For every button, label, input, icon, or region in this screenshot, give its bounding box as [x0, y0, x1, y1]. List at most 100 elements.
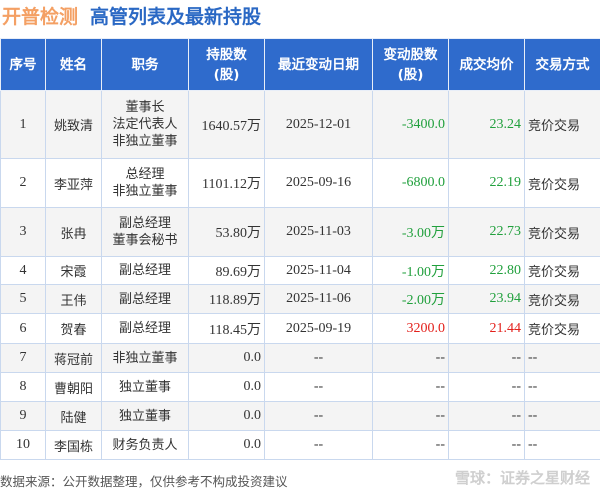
row-number: 1: [0, 90, 46, 159]
table-header: 序号 姓名 职务 持股数 (股) 最近变动日期 变动股数 (股) 成交均价 交易方式: [0, 38, 600, 91]
column-header: 最近变动日期: [264, 38, 373, 91]
executives-table: 序号 姓名 职务 持股数 (股) 最近变动日期 变动股数 (股) 成交均价 交易方式 1 姚致清…: [0, 38, 600, 460]
position-line: 董事会秘书: [112, 233, 178, 248]
shares-cell: 118.45万: [188, 313, 265, 344]
change-date-cell: --: [264, 430, 373, 460]
table-row: 2 李亚萍 总经理 非独立董事 1101.12万 2025-09-16 -6800.0 22.…: [0, 158, 600, 208]
watermark-logo: 雪球：证券之星财经: [454, 469, 590, 487]
shares-cell: 0.0: [188, 372, 265, 402]
column-header: 持股数 (股): [188, 38, 265, 91]
change-shares-cell: -6800.0: [372, 158, 449, 208]
avg-price-cell: 22.19: [448, 158, 525, 208]
position-cell: 独立董事: [101, 401, 189, 431]
shares-cell: 0.0: [188, 430, 265, 460]
trade-method-cell: 竞价交易: [524, 207, 600, 257]
row-number: 10: [0, 430, 46, 460]
avg-price-cell: 21.44: [448, 313, 525, 344]
position-line: 总经理: [125, 167, 165, 182]
change-shares-cell: --: [372, 430, 449, 460]
name-cell: 王伟: [45, 284, 102, 314]
table-row: 9 陆健 独立董事 0.0 -- -- -- --: [0, 401, 600, 431]
table-row: 8 曹朝阳 独立董事 0.0 -- -- -- --: [0, 372, 600, 402]
avg-price-cell: 23.94: [448, 284, 525, 314]
row-number: 4: [0, 256, 46, 285]
page-title: 开普检测 高管列表及最新持股: [2, 2, 261, 32]
change-date-cell: --: [264, 372, 373, 402]
avg-price-cell: 22.73: [448, 207, 525, 257]
change-shares-cell: --: [372, 372, 449, 402]
change-shares-cell: -3400.0: [372, 90, 449, 159]
trade-method-cell: --: [524, 430, 600, 460]
position-line: 非独立董事: [112, 184, 178, 199]
row-number: 6: [0, 313, 46, 344]
position-cell: 副总经理: [101, 313, 189, 344]
shares-cell: 0.0: [188, 401, 265, 431]
column-header: 序号: [0, 38, 46, 91]
change-shares-cell: --: [372, 343, 449, 373]
table-row: 3 张冉 副总经理董事会秘书 53.80万 2025-11-03 -3.00万 22.73 竞…: [0, 207, 600, 257]
trade-method-cell: --: [524, 401, 600, 431]
shares-cell: 53.80万: [188, 207, 265, 257]
position-line: 副总经理: [118, 216, 171, 231]
avg-price-cell: --: [448, 343, 525, 373]
avg-price-cell: --: [448, 401, 525, 431]
trade-method-cell: 竞价交易: [524, 90, 600, 159]
change-shares-cell: -3.00万: [372, 207, 449, 257]
shares-cell: 1101.12万: [188, 158, 265, 208]
change-date-cell: 2025-09-16: [264, 158, 373, 208]
position-line: 非独立董事: [112, 350, 178, 366]
column-header: 职务: [101, 38, 189, 91]
name-cell: 李国栋: [45, 430, 102, 460]
change-shares-cell: -2.00万: [372, 284, 449, 314]
table-title: 高管列表及最新持股: [90, 6, 262, 28]
table-row: 7 蒋冠前 非独立董事 0.0 -- -- -- --: [0, 343, 600, 373]
row-number: 7: [0, 343, 46, 373]
row-number: 9: [0, 401, 46, 431]
change-date-cell: 2025-11-04: [264, 256, 373, 285]
position-line: 独立董事: [118, 379, 171, 395]
position-line: 董事长: [125, 100, 165, 115]
position-line: 非独立董事: [112, 134, 178, 149]
name-cell: 张冉: [45, 207, 102, 257]
change-date-cell: 2025-09-19: [264, 313, 373, 344]
shares-cell: 89.69万: [188, 256, 265, 285]
position-line: 独立董事: [118, 408, 171, 424]
position-cell: 副总经理: [101, 284, 189, 314]
position-line: 法定代表人: [112, 117, 178, 132]
name-cell: 曹朝阳: [45, 372, 102, 402]
avg-price-cell: --: [448, 372, 525, 402]
trade-method-cell: 竞价交易: [524, 256, 600, 285]
change-date-cell: --: [264, 401, 373, 431]
trade-method-cell: 竞价交易: [524, 158, 600, 208]
trade-method-cell: --: [524, 372, 600, 402]
position-line: 副总经理: [118, 263, 171, 278]
avg-price-cell: 22.80: [448, 256, 525, 285]
row-number: 5: [0, 284, 46, 314]
position-cell: 副总经理: [101, 256, 189, 285]
shares-cell: 1640.57万: [188, 90, 265, 159]
table-row: 6 贺春 副总经理 118.45万 2025-09-19 3200.0 21.44 竞价交易: [0, 313, 600, 344]
position-line: 副总经理: [118, 321, 171, 336]
data-source-note: 数据来源：公开数据整理，仅供参考不构成投资建议: [0, 474, 288, 489]
table-row: 1 姚致清 董事长法定代表人非独立董事 1640.57万 2025-12-01 -3400…: [0, 90, 600, 159]
table-row: 4 宋霞 副总经理 89.69万 2025-11-04 -1.00万 22.80 竞价交易: [0, 256, 600, 285]
table-row: 5 王伟 副总经理 118.89万 2025-11-06 -2.00万 23.94 竞价交易: [0, 284, 600, 314]
change-date-cell: 2025-11-03: [264, 207, 373, 257]
position-cell: 财务负责人: [101, 430, 189, 460]
position-line: 财务负责人: [112, 437, 178, 453]
row-number: 3: [0, 207, 46, 257]
name-cell: 贺春: [45, 313, 102, 344]
position-line: 副总经理: [118, 291, 171, 307]
trade-method-cell: 竞价交易: [524, 313, 600, 344]
trade-method-cell: 竞价交易: [524, 284, 600, 314]
change-shares-cell: 3200.0: [372, 313, 449, 344]
change-date-cell: --: [264, 343, 373, 373]
column-header: 变动股数 (股): [372, 38, 449, 91]
name-cell: 李亚萍: [45, 158, 102, 208]
change-shares-cell: -1.00万: [372, 256, 449, 285]
change-date-cell: 2025-12-01: [264, 90, 373, 159]
shares-cell: 118.89万: [188, 284, 265, 314]
name-cell: 陆健: [45, 401, 102, 431]
name-cell: 姚致清: [45, 90, 102, 159]
column-header: 交易方式: [524, 38, 600, 91]
